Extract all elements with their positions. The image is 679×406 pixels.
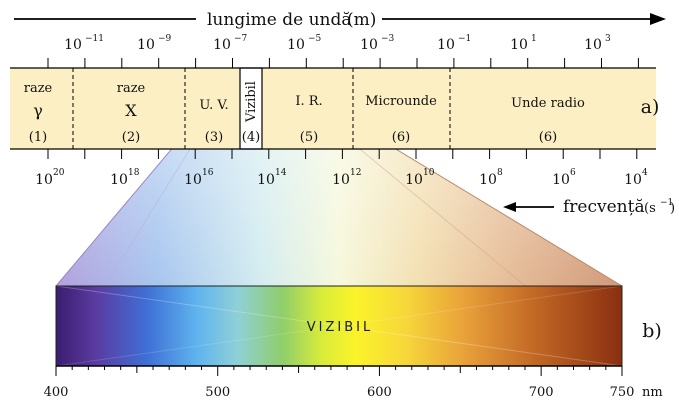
band-uv-number: (3) (205, 130, 223, 145)
frequency-tick-label: 10 (35, 172, 53, 188)
frequency-tick-label: 10 (552, 172, 570, 188)
wavelength-tick-exponent: −5 (308, 34, 322, 44)
frequency-tick-exponent: 8 (497, 168, 503, 178)
band-gamma-label: raze (24, 81, 53, 96)
wavelength-tick-label: 10 (360, 37, 378, 53)
band-x-number: (2) (122, 130, 140, 145)
band-ir-label: I. R. (295, 94, 322, 109)
frequency-unit-close: ) (670, 201, 675, 216)
wavelength-tick-exponent: 1 (531, 34, 537, 44)
wavelength-title: lungime de undă (207, 10, 352, 30)
frequency-axis-title: frecvență (s −1 ) (503, 197, 675, 217)
wavelength-unit: (m) (347, 10, 376, 30)
nm-tick-label: 500 (205, 385, 230, 400)
frequency-tick-label: 10 (479, 172, 497, 188)
frequency-tick-label: 10 (405, 172, 423, 188)
frequency-tick-label: 10 (110, 172, 128, 188)
frequency-ticks: 10 20 10 18 10 16 10 14 10 12 10 10 10 8 10 6 10 4 (35, 149, 648, 188)
frequency-tick-label: 10 (624, 172, 642, 188)
frequency-arrow-head (503, 202, 516, 212)
wavelength-tick-label: 10 (287, 37, 305, 53)
wavelength-tick-exponent: 3 (605, 34, 611, 44)
wavelength-tick-exponent: −1 (458, 34, 471, 44)
spectrum-bands: raze γ (1) raze X (2) U. V. (3) Vizibil … (10, 67, 656, 150)
frequency-tick-label: 10 (184, 172, 202, 188)
wavelength-axis: lungime de undă (m) (14, 10, 666, 30)
frequency-tick-exponent: 6 (570, 168, 576, 178)
frequency-tick-label: 10 (257, 172, 275, 188)
frequency-tick-exponent: 12 (350, 168, 361, 178)
frequency-tick-exponent: 4 (642, 168, 648, 178)
wavelength-nm-ticks: 400 500 600 700 750 nm (44, 366, 663, 400)
nm-tick-label: 700 (529, 385, 554, 400)
band-background (10, 68, 656, 149)
wavelength-tick-exponent: −9 (158, 34, 172, 44)
frequency-tick-exponent: 18 (128, 168, 140, 178)
frequency-tick-exponent: 16 (202, 168, 214, 178)
label-a: a) (641, 96, 660, 118)
band-microwave-number: (6) (392, 130, 410, 145)
wavelength-tick-label: 10 (437, 37, 455, 53)
wavelength-tick-label: 10 (64, 37, 82, 53)
visible-spectrum: VIZIBIL (55, 285, 623, 367)
wavelength-ticks: 10 −11 10 −9 10 −7 10 −5 10 −3 10 −1 10 1 10 3 (47, 34, 639, 68)
band-x-symbol: X (125, 101, 137, 120)
wavelength-tick-exponent: −3 (381, 34, 395, 44)
nm-tick-label: 600 (367, 385, 392, 400)
wavelength-arrow-head (650, 13, 666, 25)
wavelength-tick-label: 10 (584, 37, 602, 53)
label-b: b) (642, 320, 662, 342)
wavelength-tick-label: 10 (213, 37, 231, 53)
visible-spectrum-title: VIZIBIL (307, 320, 373, 335)
band-gamma-number: (1) (29, 130, 47, 145)
band-microwave-label: Microunde (365, 94, 437, 109)
frequency-tick-exponent: 10 (423, 168, 435, 178)
band-uv-label: U. V. (199, 98, 228, 113)
wavelength-tick-exponent: −11 (85, 34, 104, 44)
visible-spectrum-bar (56, 286, 622, 366)
nm-tick-label: 750 (610, 385, 635, 400)
band-visible-label: Vizibil (244, 81, 259, 123)
wavelength-tick-label: 10 (137, 37, 155, 53)
frequency-tick-exponent: 20 (53, 168, 65, 178)
wavelength-tick-label: 10 (510, 37, 528, 53)
frequency-tick-label: 10 (332, 172, 350, 188)
band-x-label: raze (117, 81, 146, 96)
frequency-unit: (s (644, 201, 656, 216)
frequency-title: frecvență (563, 197, 645, 217)
nm-unit: nm (642, 385, 663, 400)
frequency-tick-exponent: 14 (275, 168, 287, 178)
band-radio-number: (6) (539, 130, 557, 145)
nm-tick-label: 400 (44, 385, 69, 400)
frequency-unit-exp: −1 (660, 198, 673, 208)
band-gamma-symbol: γ (33, 101, 43, 120)
wavelength-tick-exponent: −7 (234, 34, 248, 44)
band-visible-number: (4) (242, 130, 260, 145)
band-ir-number: (5) (300, 130, 318, 145)
band-radio-label: Unde radio (511, 96, 585, 111)
